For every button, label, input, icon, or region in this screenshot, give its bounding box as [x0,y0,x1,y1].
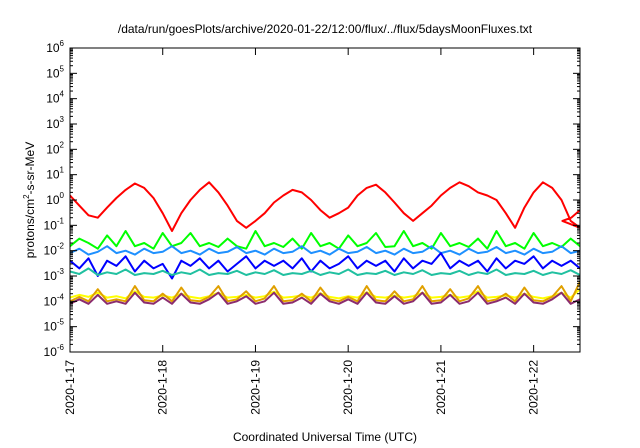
y-tick-label: 10-5 [44,318,65,334]
x-axis-label: Coordinated Universal Time (UTC) [233,430,417,444]
x-axis: 2020-1-17 2020-1-18 2020-1-19 2020-1-20 2020… [63,48,541,415]
y-axis-label-sup: 2 [22,194,31,199]
y-axis-label-main: protons/cm [23,199,37,258]
series-line-3 [70,245,580,256]
x-tick-label: 2020-1-21 [434,360,448,415]
x-tick-label: 2020-1-17 [63,360,77,415]
x-tick-label: 2020-1-22 [527,360,541,415]
y-tick-label: 103 [46,115,64,131]
x-tick-label: 2020-1-18 [156,360,170,415]
y-tick-label: 101 [46,166,64,182]
y-tick-label: 10-4 [44,292,65,308]
series-line-5 [70,267,580,276]
series-line-1 [70,181,580,232]
series-layer [70,181,580,305]
y-tick-label: 102 [46,140,64,156]
plot-area-frame [69,47,581,353]
y-tick-label: 10-1 [44,216,65,232]
y-axis-label: protons/cm2-s-sr-MeV [22,142,37,258]
x-tick-label: 2020-1-19 [248,360,262,415]
y-tick-label: 104 [46,90,64,106]
series-line-2 [70,230,580,250]
y-axis-label-rest: -s-sr-MeV [23,142,37,195]
y-tick-label: 106 [46,39,64,55]
series-line-8 [70,291,580,305]
y-tick-label: 105 [46,64,64,80]
y-tick-label: 10-2 [44,242,65,258]
series-line-7 [70,281,580,303]
y-tick-label: 10-6 [44,343,65,359]
y-axis: 10-6 10-5 10-4 10-3 10-2 10-1 100 101 102 103 104 1… [44,39,580,359]
series-line-4 [70,252,580,280]
y-tick-label: 10-3 [44,267,65,283]
y-tick-label: 100 [46,191,64,207]
chart-title: /data/run/goesPlots/archive/2020-01-22/1… [118,22,533,36]
x-tick-label: 2020-1-20 [341,360,355,415]
